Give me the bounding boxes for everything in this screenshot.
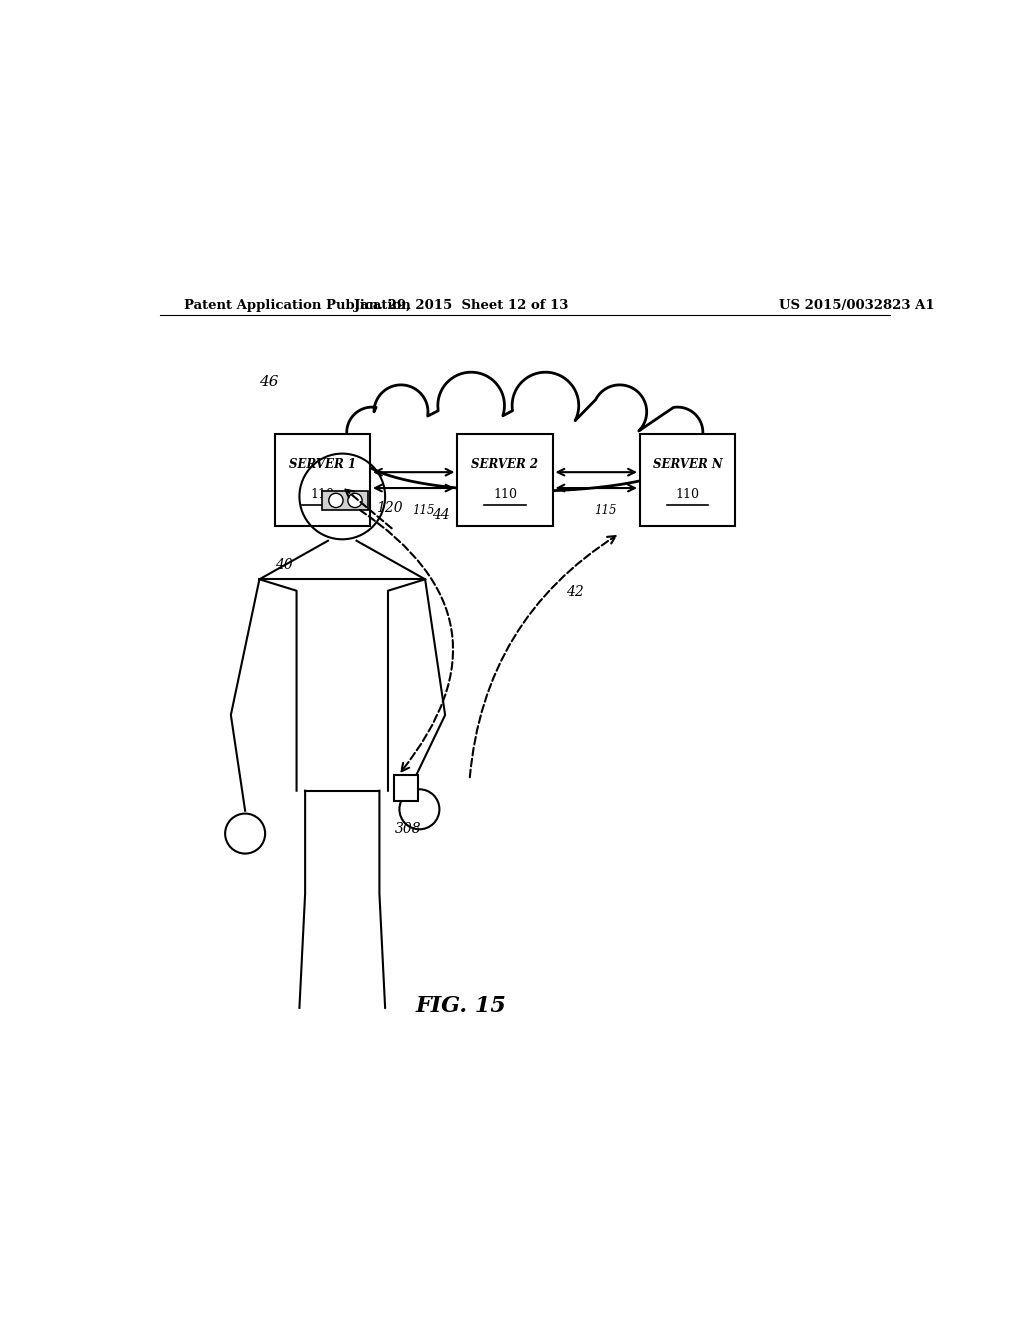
Text: US 2015/0032823 A1: US 2015/0032823 A1 [778,300,934,312]
FancyBboxPatch shape [323,491,369,510]
Text: FIG. 15: FIG. 15 [416,995,507,1018]
Circle shape [593,385,647,438]
Circle shape [438,372,505,438]
Text: SERVER 2: SERVER 2 [471,458,539,471]
FancyBboxPatch shape [394,775,418,801]
Ellipse shape [370,393,680,488]
Text: Jan. 29, 2015  Sheet 12 of 13: Jan. 29, 2015 Sheet 12 of 13 [354,300,568,312]
FancyBboxPatch shape [274,434,370,525]
Text: 40: 40 [274,558,293,572]
Text: 120: 120 [376,502,402,515]
Circle shape [348,494,362,508]
Text: SERVER 1: SERVER 1 [289,458,356,471]
Circle shape [652,407,702,458]
Text: 46: 46 [259,375,279,389]
Text: SERVER N: SERVER N [652,458,722,471]
FancyBboxPatch shape [458,434,553,525]
Circle shape [347,407,397,458]
Text: 110: 110 [493,488,517,500]
Text: 115: 115 [595,504,617,516]
Text: 44: 44 [432,508,450,521]
Circle shape [374,385,428,438]
Circle shape [329,494,343,508]
Text: 42: 42 [566,585,584,599]
Text: 110: 110 [310,488,335,500]
Text: Patent Application Publication: Patent Application Publication [183,300,411,312]
Text: 110: 110 [676,488,699,500]
Text: 115: 115 [412,504,434,516]
Ellipse shape [359,451,690,503]
Text: 308: 308 [394,822,421,837]
Circle shape [512,372,579,438]
FancyBboxPatch shape [640,434,735,525]
